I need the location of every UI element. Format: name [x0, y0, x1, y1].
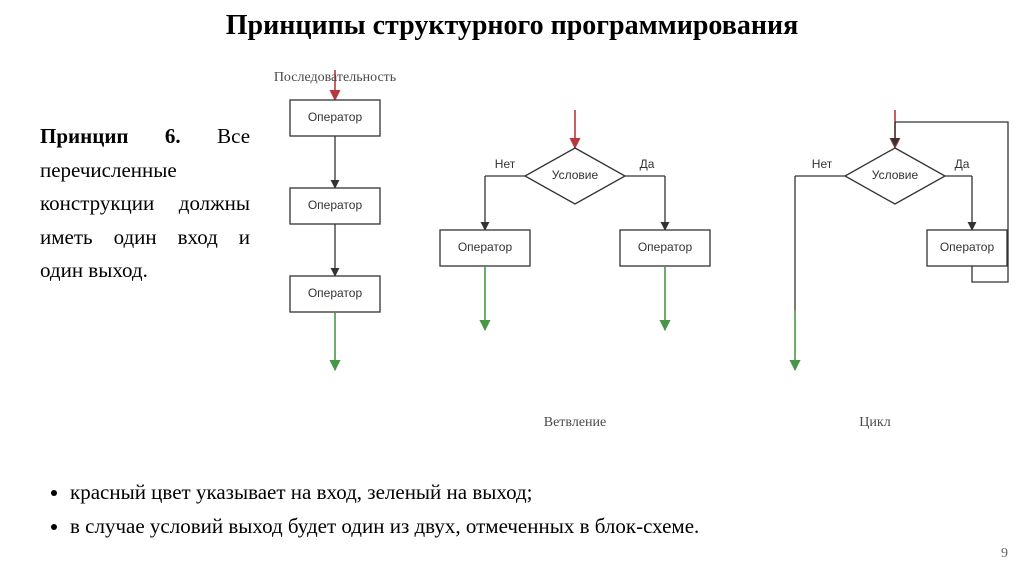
diagram-sequence: Оператор Оператор Оператор [265, 70, 405, 410]
caption-sequence: Последовательность [265, 70, 405, 86]
principle-label: Принцип 6. [40, 124, 181, 148]
list-item: красный цвет указывает на вход, зеленый … [70, 477, 980, 509]
list-item: в случае условий выход будет один из дву… [70, 511, 980, 543]
branch-condition: Условие [552, 168, 599, 182]
seq-node-1: Оператор [308, 110, 363, 124]
seq-node-2: Оператор [308, 198, 363, 212]
loop-no-label: Нет [812, 157, 833, 171]
page-number: 9 [1001, 546, 1008, 562]
branch-right-node: Оператор [638, 240, 693, 254]
branch-yes-label: Да [640, 157, 655, 171]
loop-condition: Условие [872, 168, 919, 182]
principle-text: Принцип 6. Все перечисленные конструкции… [40, 120, 250, 288]
branch-no-label: Нет [495, 157, 516, 171]
seq-node-3: Оператор [308, 286, 363, 300]
diagrams-region: Оператор Оператор Оператор Последователь… [265, 70, 1010, 450]
caption-branch: Ветвление [425, 415, 725, 431]
caption-loop: Цикл [740, 415, 1010, 431]
loop-body-node: Оператор [940, 240, 995, 254]
branch-left-node: Оператор [458, 240, 513, 254]
loop-yes-label: Да [955, 157, 970, 171]
page-title: Принципы структурного программирования [0, 0, 1024, 52]
diagram-branch: Условие Нет Да Оператор Оператор [425, 110, 725, 410]
bullet-list: красный цвет указывает на вход, зеленый … [40, 477, 980, 544]
diagram-loop: Условие Да Оператор Нет [740, 110, 1010, 420]
